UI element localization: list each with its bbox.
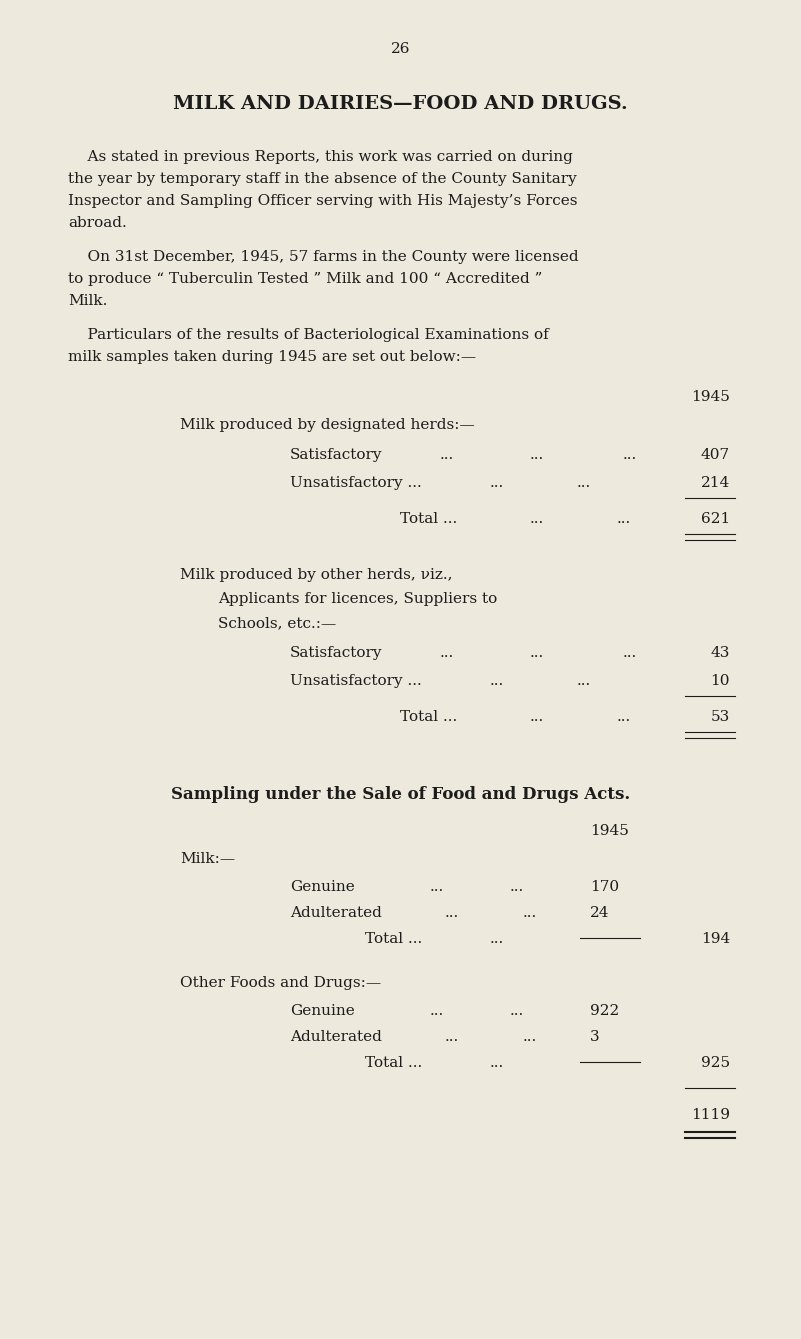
Text: Genuine: Genuine — [290, 880, 355, 894]
Text: Satisfactory: Satisfactory — [290, 449, 383, 462]
Text: ...: ... — [490, 1056, 505, 1070]
Text: milk samples taken during 1945 are set out below:—: milk samples taken during 1945 are set o… — [68, 349, 476, 364]
Text: Sampling under the Sale of Food and Drugs Acts.: Sampling under the Sale of Food and Drug… — [171, 786, 630, 803]
Text: Genuine: Genuine — [290, 1004, 355, 1018]
Text: On 31st December, 1945, 57 farms in the County were licensed: On 31st December, 1945, 57 farms in the … — [68, 250, 578, 264]
Text: ...: ... — [490, 932, 505, 945]
Text: 407: 407 — [701, 449, 730, 462]
Text: 214: 214 — [701, 475, 730, 490]
Text: 925: 925 — [701, 1056, 730, 1070]
Text: Total ...: Total ... — [365, 932, 422, 945]
Text: ...: ... — [530, 511, 544, 526]
Text: ...: ... — [623, 449, 638, 462]
Text: ...: ... — [445, 1030, 459, 1044]
Text: Particulars of the results of Bacteriological Examinations of: Particulars of the results of Bacteriolo… — [68, 328, 549, 341]
Text: 24: 24 — [590, 907, 610, 920]
Text: ...: ... — [623, 645, 638, 660]
Text: 10: 10 — [710, 674, 730, 688]
Text: MILK AND DAIRIES—FOOD AND DRUGS.: MILK AND DAIRIES—FOOD AND DRUGS. — [173, 95, 628, 112]
Text: 3: 3 — [590, 1030, 600, 1044]
Text: 26: 26 — [391, 42, 410, 56]
Text: ...: ... — [530, 645, 544, 660]
Text: ...: ... — [510, 1004, 524, 1018]
Text: ...: ... — [523, 907, 537, 920]
Text: 1945: 1945 — [691, 390, 730, 404]
Text: Total ...: Total ... — [400, 710, 457, 724]
Text: ...: ... — [510, 880, 524, 894]
Text: Other Foods and Drugs:—: Other Foods and Drugs:— — [180, 976, 381, 990]
Text: 43: 43 — [710, 645, 730, 660]
Text: 1119: 1119 — [691, 1107, 730, 1122]
Text: ...: ... — [577, 475, 591, 490]
Text: Satisfactory: Satisfactory — [290, 645, 383, 660]
Text: ...: ... — [440, 645, 454, 660]
Text: to produce “ Tuberculin Tested ” Milk and 100 “ Accredited ”: to produce “ Tuberculin Tested ” Milk an… — [68, 272, 542, 287]
Text: Inspector and Sampling Officer serving with His Majesty’s Forces: Inspector and Sampling Officer serving w… — [68, 194, 578, 208]
Text: 194: 194 — [701, 932, 730, 945]
Text: Milk:—: Milk:— — [180, 852, 235, 866]
Text: Unsatisfactory ...: Unsatisfactory ... — [290, 475, 422, 490]
Text: Adulterated: Adulterated — [290, 907, 382, 920]
Text: ...: ... — [617, 710, 631, 724]
Text: ...: ... — [530, 449, 544, 462]
Text: Applicants for licences, Suppliers to: Applicants for licences, Suppliers to — [218, 592, 497, 607]
Text: 170: 170 — [590, 880, 619, 894]
Text: ...: ... — [430, 880, 445, 894]
Text: ...: ... — [490, 674, 505, 688]
Text: abroad.: abroad. — [68, 216, 127, 230]
Text: Adulterated: Adulterated — [290, 1030, 382, 1044]
Text: Total ...: Total ... — [365, 1056, 422, 1070]
Text: ...: ... — [523, 1030, 537, 1044]
Text: Milk produced by other herds, νiz.,: Milk produced by other herds, νiz., — [180, 568, 453, 582]
Text: ...: ... — [430, 1004, 445, 1018]
Text: ...: ... — [490, 475, 505, 490]
Text: Total ...: Total ... — [400, 511, 457, 526]
Text: the year by temporary staff in the absence of the County Sanitary: the year by temporary staff in the absen… — [68, 171, 577, 186]
Text: Schools, etc.:—: Schools, etc.:— — [218, 616, 336, 631]
Text: Unsatisfactory ...: Unsatisfactory ... — [290, 674, 422, 688]
Text: 621: 621 — [701, 511, 730, 526]
Text: 1945: 1945 — [590, 823, 629, 838]
Text: 922: 922 — [590, 1004, 619, 1018]
Text: ...: ... — [617, 511, 631, 526]
Text: ...: ... — [530, 710, 544, 724]
Text: As stated in previous Reports, this work was carried on during: As stated in previous Reports, this work… — [68, 150, 573, 163]
Text: ...: ... — [445, 907, 459, 920]
Text: ...: ... — [440, 449, 454, 462]
Text: Milk produced by designated herds:—: Milk produced by designated herds:— — [180, 418, 475, 432]
Text: 53: 53 — [710, 710, 730, 724]
Text: Milk.: Milk. — [68, 295, 107, 308]
Text: ...: ... — [577, 674, 591, 688]
